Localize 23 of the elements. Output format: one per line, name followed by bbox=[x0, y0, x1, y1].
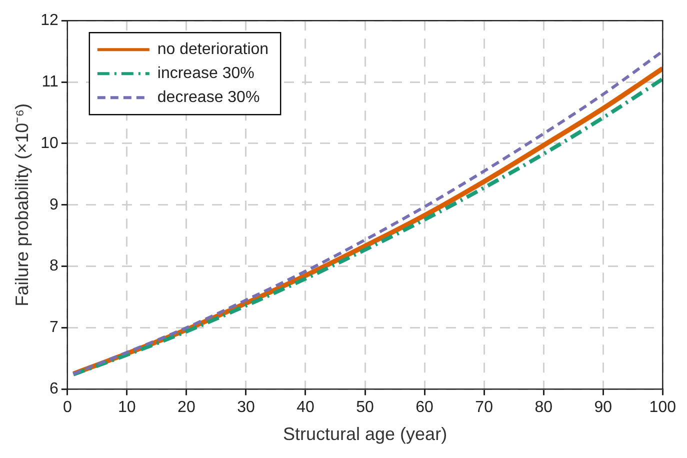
y-tick-label: 10 bbox=[40, 134, 58, 152]
x-tick-label: 60 bbox=[416, 399, 434, 416]
legend-label: no deterioration bbox=[157, 41, 269, 58]
x-tick-label: 100 bbox=[649, 399, 676, 416]
x-tick-label: 10 bbox=[118, 399, 136, 416]
x-tick-label: 0 bbox=[62, 399, 72, 416]
x-tick-label: 20 bbox=[178, 399, 196, 416]
y-tick-label: 11 bbox=[42, 73, 58, 90]
legend-label: decrease 30% bbox=[157, 89, 260, 106]
x-tick-label: 50 bbox=[356, 399, 374, 416]
legend-label: increase 30% bbox=[157, 65, 254, 82]
y-tick-label: 12 bbox=[40, 12, 58, 30]
x-tick-label: 80 bbox=[534, 399, 553, 416]
y-tick-label: 8 bbox=[49, 258, 58, 275]
y-tick-label: 7 bbox=[49, 319, 58, 336]
x-tick-label: 40 bbox=[296, 399, 314, 416]
x-tick-label: 70 bbox=[475, 399, 494, 416]
x-tick-label: 90 bbox=[594, 399, 612, 416]
y-axis-title: Failure probability (×10⁻⁶) bbox=[12, 103, 32, 306]
x-tick-label: 30 bbox=[237, 399, 255, 416]
y-tick-label: 6 bbox=[49, 380, 58, 398]
x-axis-title: Structural age (year) bbox=[282, 424, 448, 444]
y-tick-label: 9 bbox=[49, 196, 58, 214]
